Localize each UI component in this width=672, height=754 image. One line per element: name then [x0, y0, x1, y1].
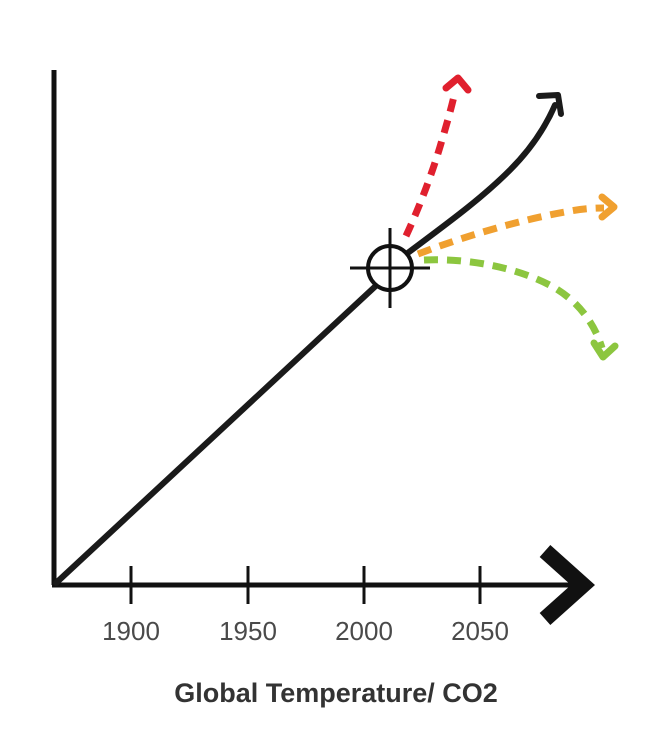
- tick-label-2050: 2050: [451, 616, 509, 646]
- tick-label-1900: 1900: [102, 616, 160, 646]
- orange-scenario-arrowhead: [598, 193, 618, 221]
- red-scenario-line: [402, 91, 459, 238]
- present-day-crosshair: [350, 228, 430, 308]
- green-scenario-line: [423, 256, 606, 350]
- x-axis-arrowhead: [539, 545, 595, 625]
- green-scenario-arrowhead: [590, 339, 619, 361]
- business-as-usual-line: [402, 102, 558, 258]
- orange-scenario-line: [416, 204, 605, 258]
- tick-label-2000: 2000: [335, 616, 393, 646]
- red-scenario-arrowhead: [442, 74, 472, 94]
- tick-label-1950: 1950: [219, 616, 277, 646]
- historical-trend-line: [53, 279, 383, 586]
- business-as-usual-arrowhead: [536, 92, 564, 117]
- x-axis-title: Global Temperature/ CO2: [174, 678, 498, 708]
